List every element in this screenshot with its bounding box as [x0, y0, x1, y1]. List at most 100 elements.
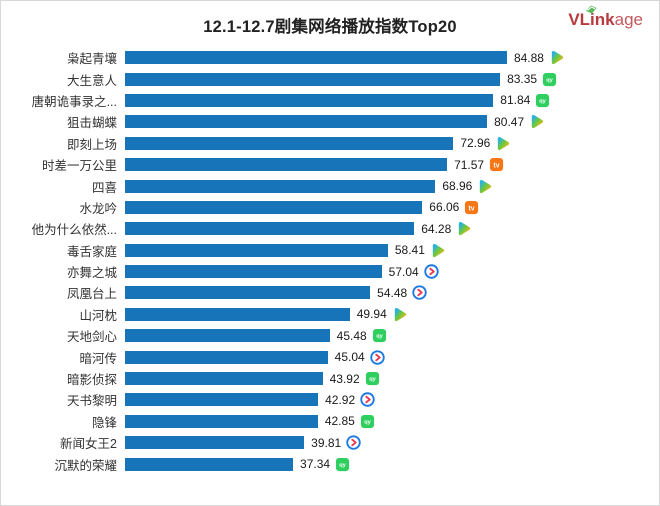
bar	[125, 115, 488, 129]
row-label: 亦舞之城	[66, 266, 117, 281]
row-value: 68.96	[442, 179, 473, 194]
chart-row: 沉默的荣耀 37.34 qy	[1, 453, 659, 474]
bar	[125, 414, 318, 428]
bar	[125, 158, 448, 172]
bar	[125, 136, 454, 150]
chart-row: 亦舞之城 57.04	[1, 261, 659, 282]
youku-video-icon	[412, 285, 427, 301]
vlinkage-leaf-icon	[586, 5, 597, 14]
svg-text:qy: qy	[546, 77, 553, 83]
row-label: 沉默的荣耀	[54, 458, 117, 473]
tencent-video-icon	[477, 179, 492, 194]
row-value: 42.92	[325, 392, 356, 407]
row-label: 新闻女王2	[60, 437, 117, 452]
row-value: 42.85	[324, 414, 355, 429]
chart-header: 12.1-12.7剧集网络播放指数Top20 VLinkage	[1, 1, 659, 41]
chart-row: 天地剑心 45.48 qy	[1, 325, 659, 346]
youku-video-icon	[360, 392, 375, 408]
row-label: 他为什么依然...	[31, 223, 117, 238]
bar	[125, 393, 319, 407]
row-label: 即刻上场	[66, 137, 117, 152]
row-label: 暗影侦探	[66, 373, 117, 388]
chart-row: 四喜 68.96	[1, 175, 659, 196]
bar	[125, 265, 382, 279]
iqiyi-video-icon: qy	[542, 72, 557, 87]
chart-row: 新闻女王2 39.81	[1, 432, 659, 453]
row-value: 83.35	[507, 72, 538, 87]
svg-text:qy: qy	[339, 462, 346, 468]
row-value: 71.57	[454, 157, 485, 172]
row-value: 80.47	[494, 114, 525, 129]
chart-row: 水龙吟 66.06 tv	[1, 197, 659, 218]
iqiyi-video-icon: qy	[360, 414, 375, 429]
row-label: 天书黎明	[66, 394, 117, 409]
iqiyi-video-icon: qy	[372, 328, 387, 343]
bar	[125, 243, 388, 257]
logo-text-light: age	[614, 10, 643, 29]
row-label: 大生意人	[66, 73, 117, 88]
bar	[125, 457, 294, 471]
chart-row: 狙击蝴蝶 80.47	[1, 111, 659, 132]
row-label: 唐朝诡事录之...	[31, 94, 117, 109]
chart-row: 他为什么依然... 64.28	[1, 218, 659, 239]
bar	[125, 372, 323, 386]
logo-text-bold: VLink	[568, 10, 615, 29]
bar	[125, 222, 415, 236]
bar	[125, 93, 494, 107]
bar	[125, 200, 423, 214]
tencent-video-icon	[529, 114, 544, 129]
tencent-video-icon	[392, 307, 407, 322]
row-value: 45.04	[334, 350, 365, 365]
row-label: 凤凰台上	[66, 287, 117, 302]
chart-row: 天书黎明 42.92	[1, 389, 659, 410]
row-value: 84.88	[513, 50, 544, 65]
svg-text:tv: tv	[494, 162, 500, 169]
mgtv-video-icon: tv	[489, 157, 504, 172]
mgtv-video-icon: tv	[464, 200, 479, 215]
bar-chart: 枭起青壤 84.88 大生意人 83.35 qy 唐朝诡事录之... 81.84…	[1, 41, 659, 475]
chart-row: 隐锋 42.85 qy	[1, 411, 659, 432]
row-label: 时差一万公里	[41, 159, 117, 174]
bar	[125, 329, 330, 343]
chart-row: 暗河传 45.04	[1, 346, 659, 367]
bar	[125, 350, 328, 364]
row-value: 66.06	[429, 200, 460, 215]
row-value: 45.48	[336, 328, 367, 343]
chart-row: 枭起青壤 84.88	[1, 47, 659, 68]
chart-row: 凤凰台上 54.48	[1, 282, 659, 303]
youku-video-icon	[346, 435, 361, 450]
row-value: 43.92	[329, 371, 360, 386]
chart-row: 毒舌家庭 58.41	[1, 240, 659, 261]
svg-text:qy: qy	[369, 377, 376, 383]
row-label: 天地剑心	[66, 330, 117, 345]
row-value: 57.04	[388, 264, 419, 279]
row-value: 37.34	[300, 457, 331, 472]
bar	[125, 179, 436, 193]
row-value: 72.96	[460, 136, 491, 151]
bar	[125, 51, 507, 65]
svg-text:qy: qy	[376, 334, 383, 340]
svg-text:qy: qy	[540, 99, 547, 105]
row-value: 54.48	[377, 285, 408, 300]
row-label: 毒舌家庭	[66, 244, 117, 259]
chart-row: 即刻上场 72.96	[1, 133, 659, 154]
row-value: 39.81	[311, 435, 342, 450]
bar	[125, 307, 350, 321]
row-value: 49.94	[356, 307, 387, 322]
iqiyi-video-icon: qy	[535, 93, 550, 108]
row-value: 64.28	[421, 221, 452, 236]
svg-text:tv: tv	[469, 205, 475, 212]
svg-text:qy: qy	[364, 420, 371, 426]
tencent-video-icon	[549, 50, 564, 65]
bar	[125, 286, 371, 300]
bar	[125, 436, 305, 450]
youku-video-icon	[424, 264, 439, 279]
bar	[125, 72, 501, 86]
tencent-video-icon	[456, 221, 471, 236]
row-value: 81.84	[500, 93, 531, 108]
chart-row: 暗影侦探 43.92 qy	[1, 368, 659, 389]
chart-title: 12.1-12.7剧集网络播放指数Top20	[203, 18, 457, 36]
iqiyi-video-icon: qy	[365, 371, 380, 386]
row-label: 水龙吟	[79, 201, 117, 216]
